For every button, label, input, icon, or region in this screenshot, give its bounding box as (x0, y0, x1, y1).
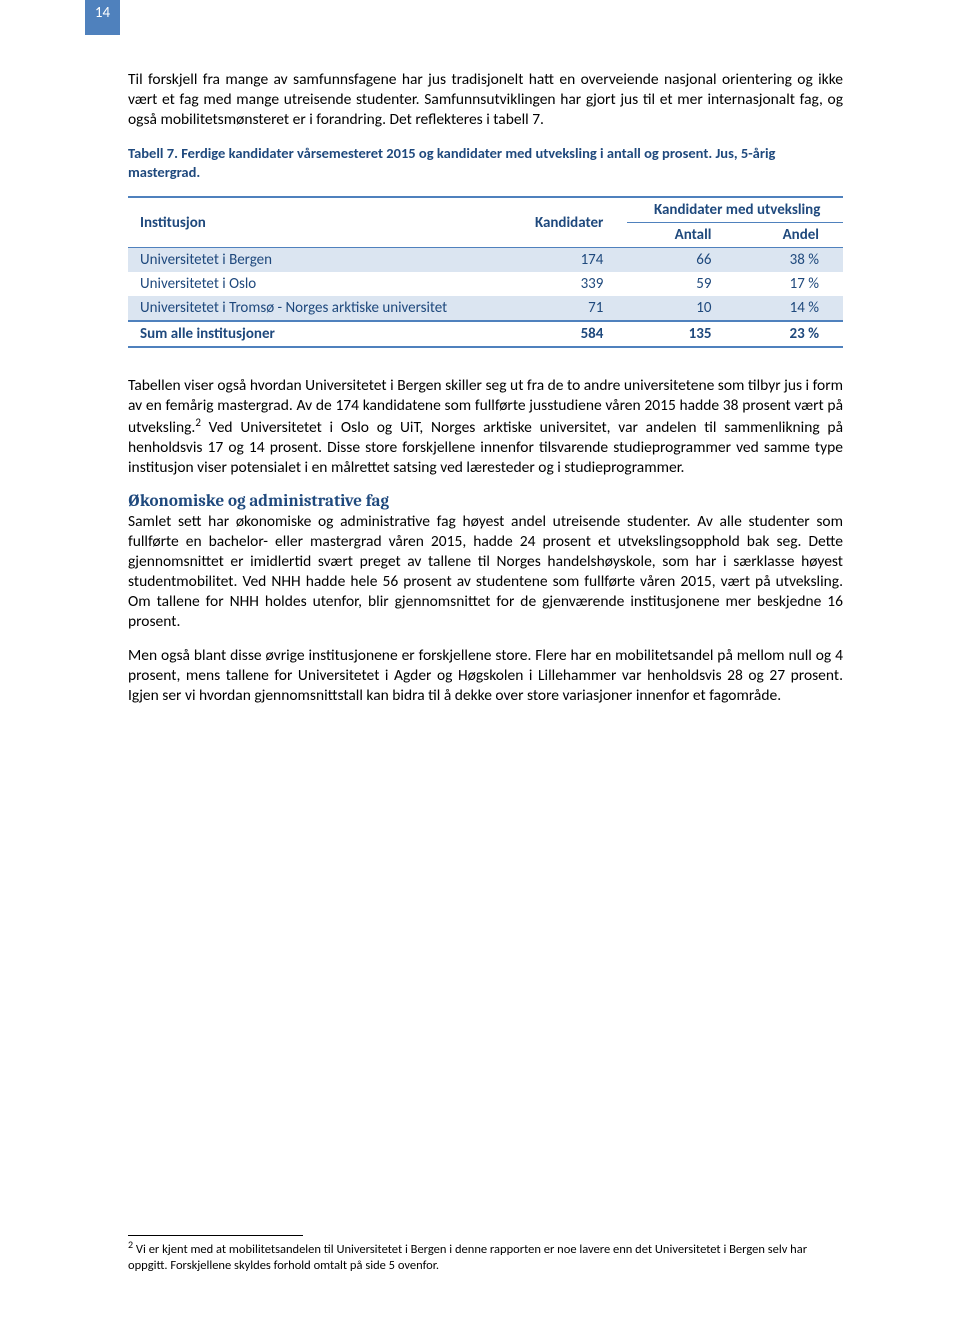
table-jus: Institusjon Kandidater Kandidater med ut… (128, 196, 843, 348)
table-row-sum: Sum alle institusjoner 584 135 23 % (128, 321, 843, 347)
cell-name: Universitetet i Oslo (128, 272, 507, 296)
footnote-area: 2 Vi er kjent med at mobilitetsandelen t… (128, 1235, 843, 1273)
paragraph-intro: Til forskjell fra mange av samfunnsfagen… (128, 70, 843, 129)
page-number: 14 (95, 4, 110, 22)
table-row: Universitetet i Oslo 339 59 17 % (128, 272, 843, 296)
cell-kand: 174 (507, 248, 628, 273)
cell-antall: 59 (627, 272, 735, 296)
cell-andel: 17 % (735, 272, 843, 296)
cell-sum-andel: 23 % (735, 321, 843, 347)
paragraph-okonomi-1: Samlet sett har økonomiske og administra… (128, 512, 843, 631)
footnote-text: 2 Vi er kjent med at mobilitetsandelen t… (128, 1239, 843, 1273)
cell-antall: 66 (627, 248, 735, 273)
footnote-rule (128, 1235, 303, 1236)
cell-andel: 38 % (735, 248, 843, 273)
footnote-body: Vi er kjent med at mobilitetsandelen til… (128, 1242, 807, 1273)
paragraph-analysis: Tabellen viser også hvordan Universitete… (128, 376, 843, 477)
cell-andel: 14 % (735, 296, 843, 321)
main-content: Til forskjell fra mange av samfunnsfagen… (128, 70, 843, 721)
cell-name: Universitetet i Bergen (128, 248, 507, 273)
page-number-badge: 14 (85, 0, 120, 35)
table-row: Universitetet i Bergen 174 66 38 % (128, 248, 843, 273)
table-caption: Tabell 7. Ferdige kandidater vårsemester… (128, 144, 843, 182)
th-kandidater: Kandidater (507, 197, 628, 248)
cell-sum-kand: 584 (507, 321, 628, 347)
cell-antall: 10 (627, 296, 735, 321)
cell-kand: 339 (507, 272, 628, 296)
th-andel: Andel (735, 223, 843, 248)
th-utveksling-span: Kandidater med utveksling (627, 197, 843, 223)
table-row: Universitetet i Tromsø - Norges arktiske… (128, 296, 843, 321)
th-institusjon: Institusjon (128, 197, 507, 248)
cell-sum-name: Sum alle institusjoner (128, 321, 507, 347)
cell-name: Universitetet i Tromsø - Norges arktiske… (128, 296, 507, 321)
th-antall: Antall (627, 223, 735, 248)
paragraph-okonomi-2: Men også blant disse øvrige institusjone… (128, 646, 843, 705)
cell-sum-antall: 135 (627, 321, 735, 347)
section-heading-okonomi: Økonomiske og administrative fag (128, 492, 843, 511)
text-run: Ved Universitetet i Oslo og UiT, Norges … (128, 418, 843, 477)
cell-kand: 71 (507, 296, 628, 321)
